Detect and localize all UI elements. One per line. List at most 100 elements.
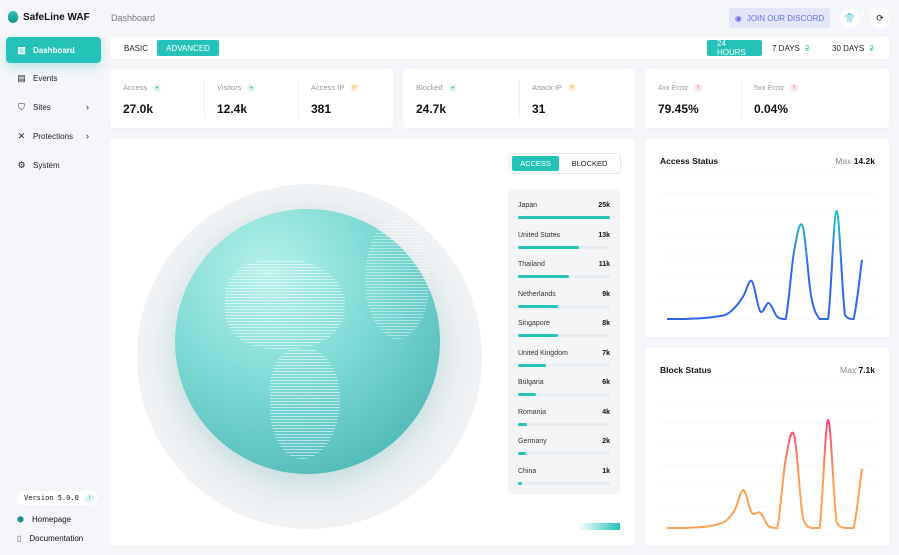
user-icon: ● [153, 83, 162, 92]
tab-advanced[interactable]: ADVANCED [157, 40, 219, 56]
access-status-card: Access Status Max 14.2k [645, 139, 889, 337]
stat-label: Access IP [311, 83, 345, 92]
country-count: 2k [602, 438, 610, 445]
country-progress-fill [518, 481, 522, 485]
continent-europe [225, 259, 345, 349]
series-line [667, 209, 863, 321]
logo-icon [8, 11, 18, 23]
country-item[interactable]: Bulgaria 6k [518, 368, 610, 398]
country-name: China [518, 467, 537, 475]
country-progress-track [518, 216, 610, 219]
country-progress-track [518, 363, 610, 367]
info-icon[interactable]: ! [85, 493, 94, 503]
sidebar-item-label: System [33, 160, 60, 170]
discord-label: JOIN OUR DISCORD [746, 13, 825, 23]
homepage-link[interactable]: ⬢ Homepage [17, 515, 71, 524]
sidebar-item-system[interactable]: ⚙ System [6, 152, 101, 178]
stat-value: 31 [532, 102, 546, 116]
country-name: Romania [518, 408, 547, 416]
app-logo[interactable]: SafeLine WAF [8, 11, 90, 23]
country-count: 8k [602, 320, 610, 327]
max-value: 7.1k [858, 365, 875, 375]
home-shield-icon: ⬢ [17, 515, 24, 524]
country-name: Singapore [518, 320, 550, 327]
stat-label: Blocked [416, 83, 443, 92]
toggle-blocked[interactable]: BLOCKED [571, 159, 608, 168]
country-item[interactable]: Thailand 11k [518, 250, 610, 280]
breadcrumb: Dashboard [111, 13, 156, 23]
chart-title: Access Status [660, 156, 719, 166]
stat-visitors: Visitors ● 12.4k [204, 69, 298, 128]
country-progress-track [518, 334, 610, 337]
block-icon: ● [448, 83, 457, 92]
tools-icon: ✕ [17, 130, 26, 141]
sidebar-item-protections[interactable]: ✕ Protections › [6, 123, 101, 149]
world-map-card: ACCESS BLOCKED Japan 25k United States 13k T… [110, 139, 635, 546]
tab-basic[interactable]: BASIC [124, 43, 149, 53]
access-blocked-toggle: ACCESS BLOCKED [509, 153, 621, 174]
country-progress-track [518, 275, 610, 278]
sidebar-item-sites[interactable]: ⛉ Sites › [6, 94, 101, 120]
country-progress-fill [518, 334, 559, 337]
stat-4xx-error: 4xx Error! 79.45% [645, 69, 741, 128]
tab-7-days[interactable]: 7 DAYS ƻ [762, 40, 819, 56]
country-progress-fill [518, 304, 559, 308]
country-name: Netherlands [518, 290, 556, 298]
link-label: Documentation [29, 534, 84, 543]
tshirt-icon: 👕 [844, 12, 856, 23]
logout-button[interactable]: ⟳ [870, 8, 890, 28]
country-item[interactable]: China 1k [518, 457, 610, 487]
country-progress-fill [518, 216, 610, 219]
max-label: Max [840, 365, 857, 375]
stat-access-ip: Access IP IP 381 [298, 69, 392, 128]
tab-label: 7 DAYS [772, 43, 800, 53]
country-item[interactable]: Germany 2k [518, 427, 610, 457]
traffic-stats-card: Access ● 27.0k Visitors ● 12.4k Access IP IP 3… [110, 69, 393, 128]
country-count: 25k [598, 202, 610, 209]
globe[interactable] [175, 209, 440, 474]
chart-title: Block Status [660, 365, 712, 375]
country-name: Bulgaria [518, 379, 544, 386]
country-item[interactable]: Singapore 8k [518, 309, 610, 339]
tab-30-days[interactable]: 30 DAYS ƻ [822, 40, 884, 56]
tshirt-button[interactable]: 👕 [840, 8, 860, 28]
country-count: 9k [602, 290, 610, 298]
country-progress-fill [518, 275, 569, 278]
country-item[interactable]: United Kingdom 7k [518, 339, 610, 369]
stat-access: Access ● 27.0k [110, 69, 204, 128]
sidebar-item-label: Sites [33, 102, 51, 112]
country-name: United States [518, 231, 561, 239]
continent-south-america [270, 349, 340, 459]
link-label: Homepage [31, 515, 72, 524]
country-count: 1k [602, 467, 610, 475]
users-icon: ● [247, 83, 256, 92]
country-progress-fill [518, 422, 528, 426]
toggle-access[interactable]: ACCESS [512, 156, 559, 171]
country-progress-fill [518, 363, 546, 367]
country-progress-track [518, 393, 610, 396]
country-item[interactable]: United States 13k [518, 221, 610, 251]
ip-icon: IP [568, 83, 577, 92]
documentation-link[interactable]: ▯ Documentation [17, 534, 83, 543]
country-progress-track [518, 422, 610, 426]
sidebar-item-label: Protections [33, 131, 74, 141]
join-discord-button[interactable]: ◉ JOIN OUR DISCORD [729, 8, 830, 28]
country-item[interactable]: Netherlands 9k [518, 280, 610, 310]
tab-bar: BASIC ADVANCED 24 HOURS 7 DAYS ƻ 30 DAYS ƻ [110, 37, 889, 59]
country-progress-fill [518, 452, 527, 455]
sidebar-item-label: Events [33, 73, 58, 83]
continent-africa [365, 219, 430, 339]
country-progress-track [518, 452, 610, 455]
version-text: Version 5.0.0 [24, 494, 79, 502]
stat-value: 24.7k [416, 102, 447, 116]
tab-24-hours[interactable]: 24 HOURS [707, 39, 762, 57]
country-progress-track [518, 481, 610, 485]
sidebar-item-dashboard[interactable]: ▥ Dashboard [6, 37, 101, 63]
country-count: 13k [598, 231, 610, 239]
sidebar-item-events[interactable]: ▤ Events [6, 65, 101, 91]
shield-icon: ⛉ [18, 101, 25, 112]
country-name: United Kingdom [518, 349, 568, 357]
country-count: 7k [602, 349, 610, 357]
country-item[interactable]: Romania 4k [518, 398, 610, 428]
country-item[interactable]: Japan 25k [518, 191, 610, 221]
